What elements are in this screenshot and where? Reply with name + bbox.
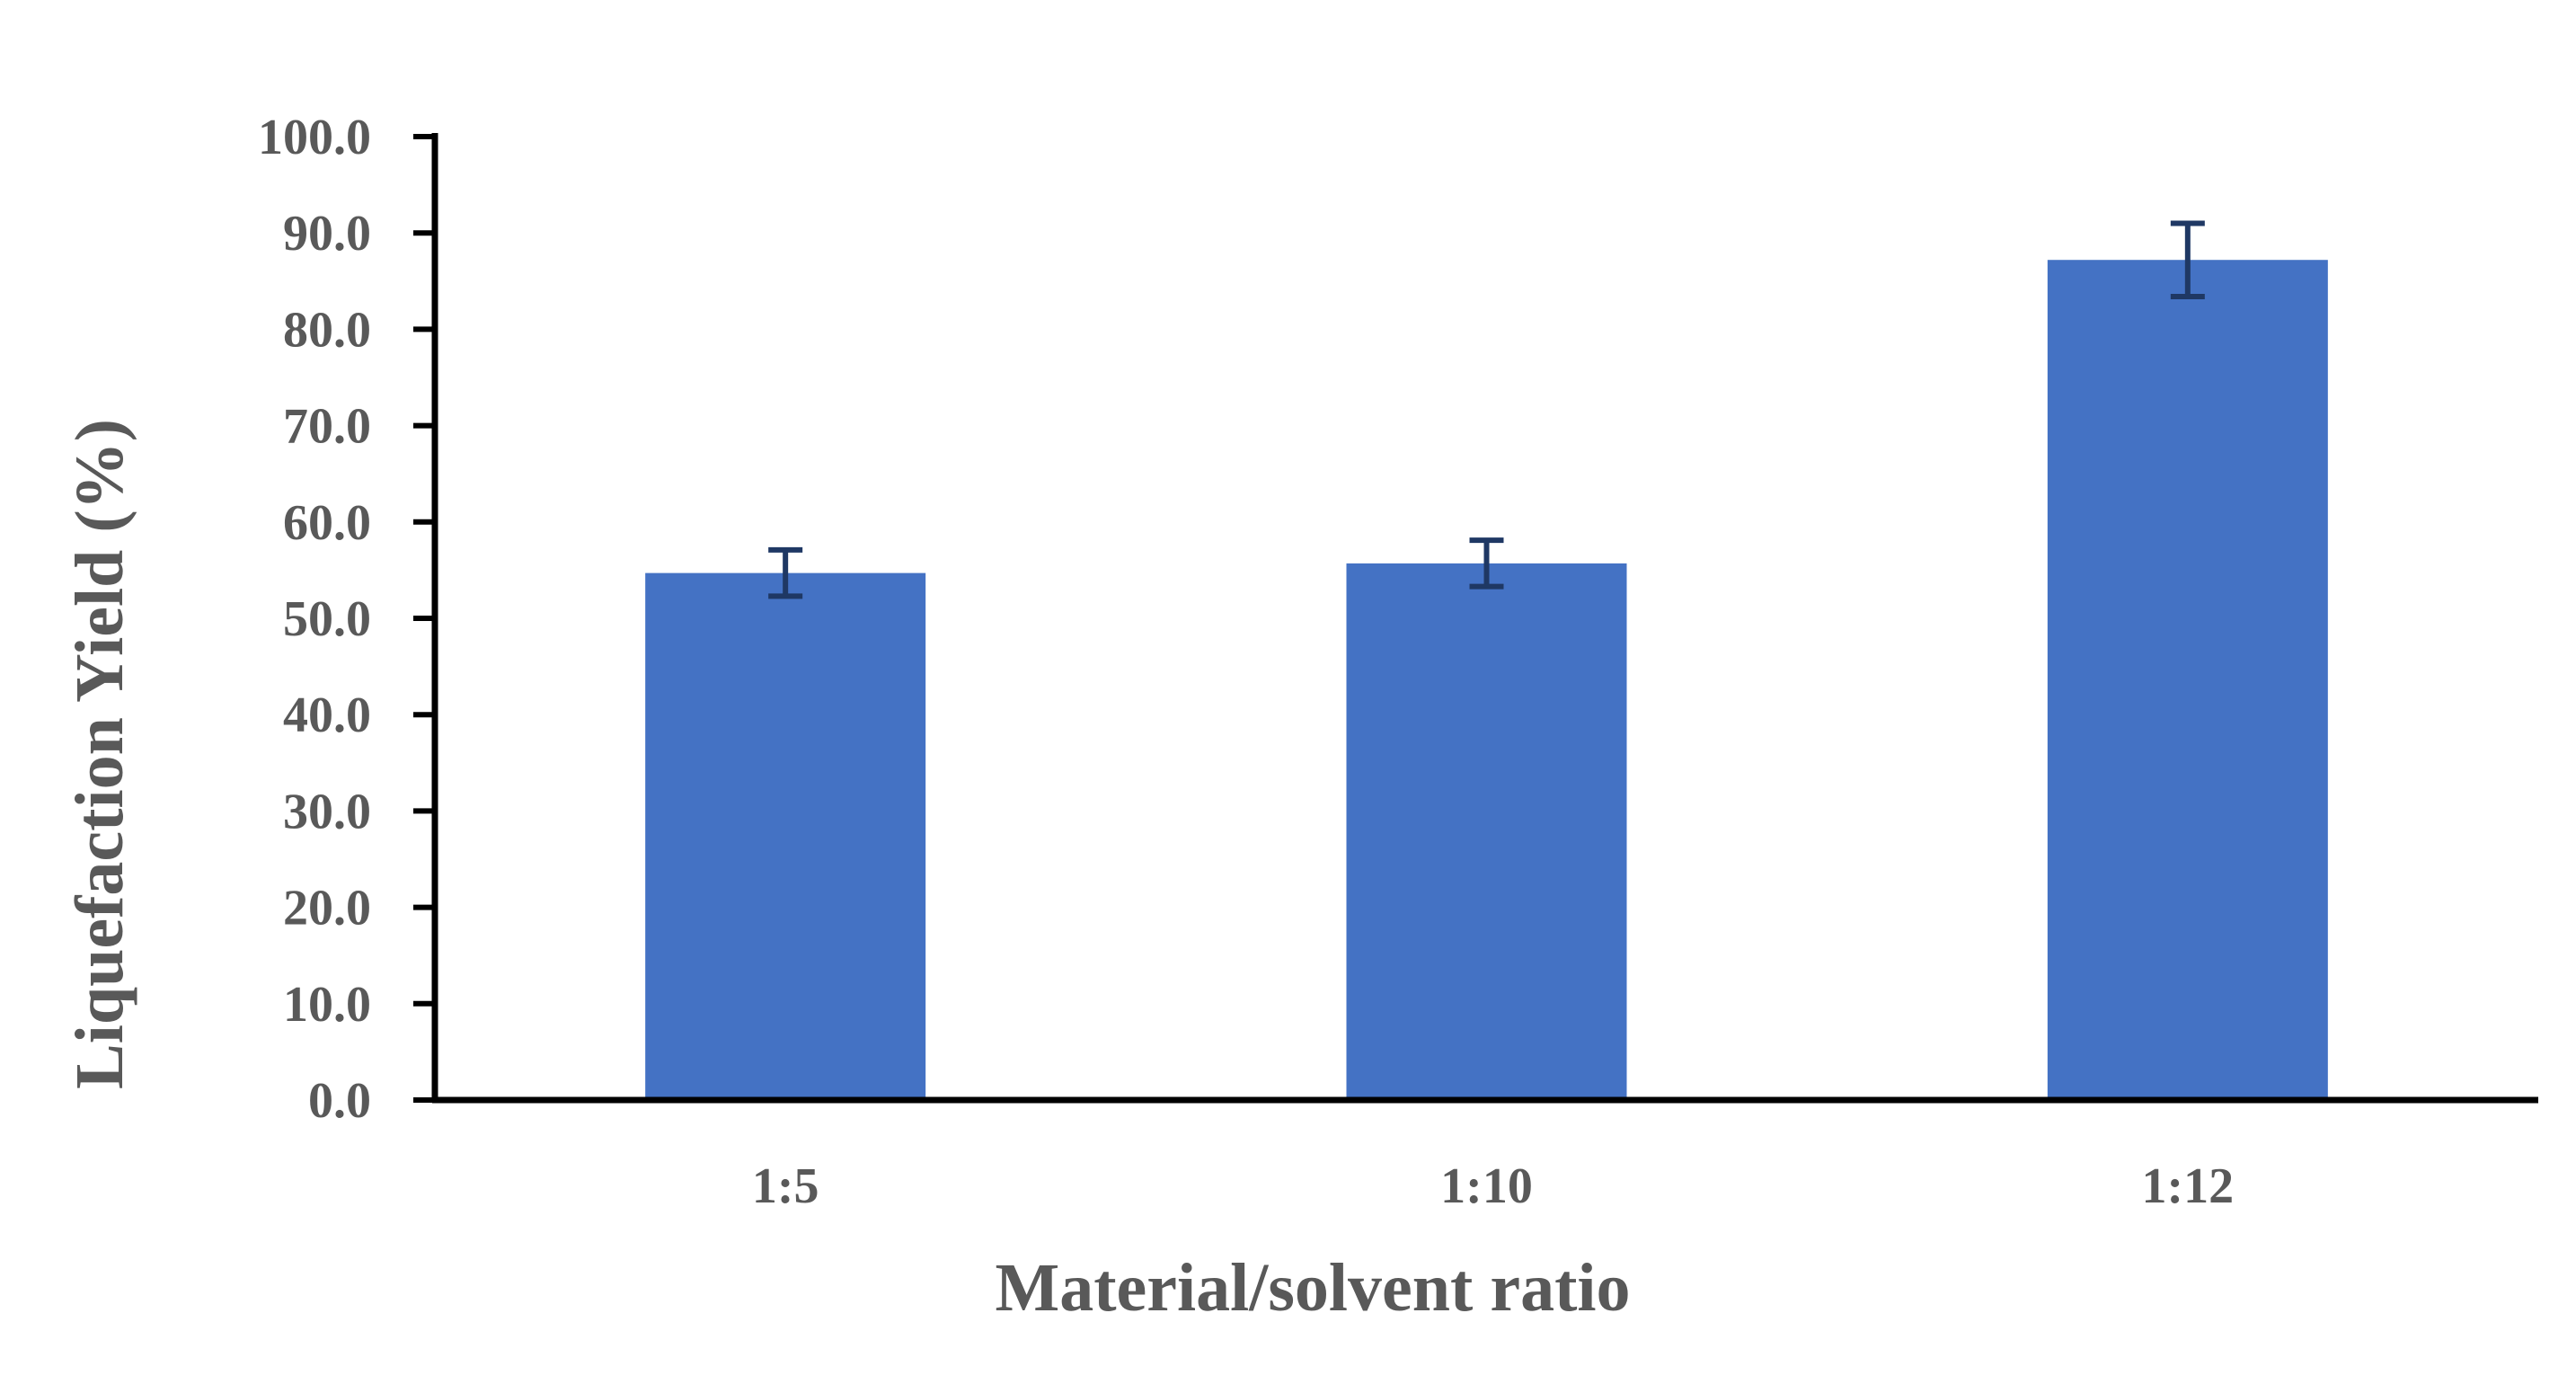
- x-tick-label: 1:10: [1440, 1158, 1533, 1214]
- x-tick-labels: 1:5 1:10 1:12: [752, 1158, 2234, 1214]
- y-tick-labels: 0.0 10.0 20.0 30.0 40.0 50.0 60.0 70.0 80.0 90.0 1…: [258, 110, 371, 1129]
- x-tick-label: 1:5: [752, 1158, 819, 1214]
- y-tick-label: 40.0: [283, 688, 371, 743]
- error-bar-1-10: [1469, 537, 1504, 590]
- y-tick-label: 60.0: [283, 495, 371, 551]
- y-tick-label: 30.0: [283, 784, 371, 839]
- axes-layer: [413, 133, 2538, 1104]
- y-tick-label: 10.0: [283, 977, 371, 1033]
- error-bar-1-12: [2170, 220, 2205, 299]
- y-axis-title: Liquefaction Yield (%): [62, 419, 137, 1089]
- y-tick-label: 70.0: [283, 399, 371, 455]
- x-tick-label: 1:12: [2142, 1158, 2235, 1214]
- bars-layer: [645, 260, 2328, 1100]
- x-axis-title: Material/solvent ratio: [995, 1250, 1630, 1326]
- y-tick-label: 90.0: [283, 206, 371, 262]
- bar-1-10: [1346, 563, 1627, 1100]
- bar-1-12: [2047, 260, 2328, 1100]
- error-bars-layer: [768, 220, 2205, 599]
- bar-1-5: [645, 572, 926, 1100]
- y-tick-label: 100.0: [258, 110, 371, 165]
- y-tick-label: 50.0: [283, 591, 371, 647]
- y-tick-label: 0.0: [308, 1073, 371, 1129]
- error-bar-1-5: [768, 546, 803, 599]
- y-tick-label: 80.0: [283, 302, 371, 358]
- y-tick-label: 20.0: [283, 881, 371, 936]
